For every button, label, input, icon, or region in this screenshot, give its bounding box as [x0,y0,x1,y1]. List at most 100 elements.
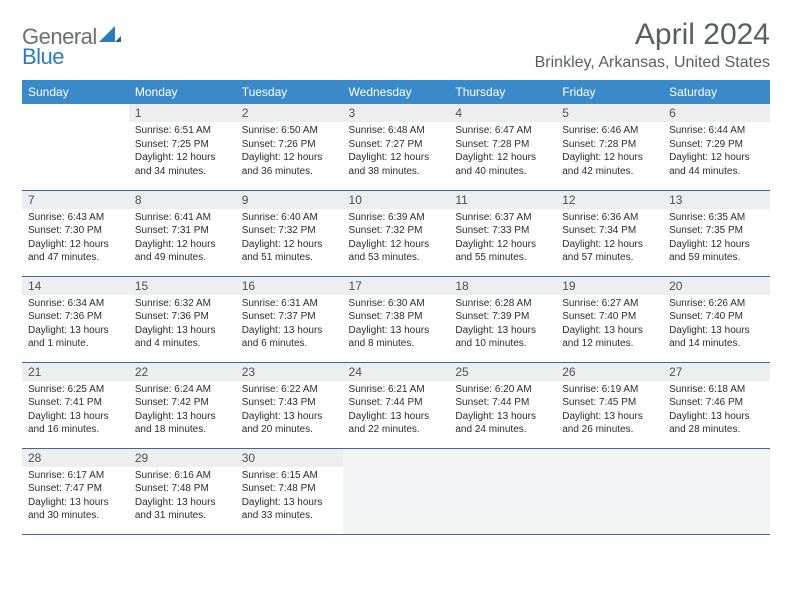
day-details: Sunrise: 6:22 AMSunset: 7:43 PMDaylight:… [236,381,343,441]
day-detail-line: Sunset: 7:32 PM [242,224,337,238]
day-detail-line: Sunset: 7:28 PM [455,138,550,152]
day-details: Sunrise: 6:47 AMSunset: 7:28 PMDaylight:… [449,122,556,182]
calendar-cell: 23Sunrise: 6:22 AMSunset: 7:43 PMDayligh… [236,362,343,448]
calendar-cell: 5Sunrise: 6:46 AMSunset: 7:28 PMDaylight… [556,104,663,190]
calendar-header-row: Sunday Monday Tuesday Wednesday Thursday… [22,80,770,104]
day-details: Sunrise: 6:28 AMSunset: 7:39 PMDaylight:… [449,295,556,355]
day-detail-line: Sunset: 7:33 PM [455,224,550,238]
sail-icon [99,26,121,49]
day-number: 24 [343,363,450,381]
day-detail-line: Daylight: 13 hours and 22 minutes. [349,410,444,437]
calendar-cell: 12Sunrise: 6:36 AMSunset: 7:34 PMDayligh… [556,190,663,276]
day-details: Sunrise: 6:40 AMSunset: 7:32 PMDaylight:… [236,209,343,269]
day-detail-line: Sunrise: 6:24 AM [135,383,230,397]
day-details: Sunrise: 6:48 AMSunset: 7:27 PMDaylight:… [343,122,450,182]
day-detail-line: Sunset: 7:28 PM [562,138,657,152]
day-details: Sunrise: 6:51 AMSunset: 7:25 PMDaylight:… [129,122,236,182]
calendar-cell [343,448,450,534]
day-detail-line: Sunset: 7:32 PM [349,224,444,238]
day-number: 29 [129,449,236,467]
day-header-sunday: Sunday [22,80,129,104]
day-number: 15 [129,277,236,295]
day-number: 30 [236,449,343,467]
day-detail-line: Sunrise: 6:47 AM [455,124,550,138]
day-header-wednesday: Wednesday [343,80,450,104]
calendar-table: Sunday Monday Tuesday Wednesday Thursday… [22,80,770,535]
calendar-cell: 29Sunrise: 6:16 AMSunset: 7:48 PMDayligh… [129,448,236,534]
calendar-cell: 21Sunrise: 6:25 AMSunset: 7:41 PMDayligh… [22,362,129,448]
day-detail-line: Sunrise: 6:48 AM [349,124,444,138]
day-number: 23 [236,363,343,381]
day-header-tuesday: Tuesday [236,80,343,104]
calendar-row: 28Sunrise: 6:17 AMSunset: 7:47 PMDayligh… [22,448,770,534]
day-number [556,449,663,467]
day-number: 27 [663,363,770,381]
day-detail-line: Sunrise: 6:46 AM [562,124,657,138]
day-detail-line: Sunrise: 6:32 AM [135,297,230,311]
day-number: 11 [449,191,556,209]
day-detail-line: Daylight: 13 hours and 4 minutes. [135,324,230,351]
day-detail-line: Daylight: 13 hours and 26 minutes. [562,410,657,437]
day-detail-line: Sunset: 7:48 PM [135,482,230,496]
day-detail-line: Sunrise: 6:27 AM [562,297,657,311]
calendar-cell: 19Sunrise: 6:27 AMSunset: 7:40 PMDayligh… [556,276,663,362]
calendar-cell: 15Sunrise: 6:32 AMSunset: 7:36 PMDayligh… [129,276,236,362]
day-detail-line: Sunrise: 6:39 AM [349,211,444,225]
day-number: 19 [556,277,663,295]
day-detail-line: Daylight: 12 hours and 49 minutes. [135,238,230,265]
day-detail-line: Sunrise: 6:43 AM [28,211,123,225]
day-number: 25 [449,363,556,381]
day-detail-line: Sunset: 7:36 PM [135,310,230,324]
day-detail-line: Sunset: 7:44 PM [349,396,444,410]
day-detail-line: Daylight: 13 hours and 10 minutes. [455,324,550,351]
calendar-cell: 3Sunrise: 6:48 AMSunset: 7:27 PMDaylight… [343,104,450,190]
day-details: Sunrise: 6:30 AMSunset: 7:38 PMDaylight:… [343,295,450,355]
day-detail-line: Sunset: 7:30 PM [28,224,123,238]
month-title: April 2024 [535,18,770,52]
day-number [343,449,450,467]
day-details: Sunrise: 6:17 AMSunset: 7:47 PMDaylight:… [22,467,129,527]
calendar-cell: 11Sunrise: 6:37 AMSunset: 7:33 PMDayligh… [449,190,556,276]
day-detail-line: Sunset: 7:48 PM [242,482,337,496]
day-number: 2 [236,104,343,122]
day-detail-line: Daylight: 12 hours and 53 minutes. [349,238,444,265]
calendar-cell: 18Sunrise: 6:28 AMSunset: 7:39 PMDayligh… [449,276,556,362]
day-detail-line: Daylight: 13 hours and 6 minutes. [242,324,337,351]
day-detail-line: Sunset: 7:37 PM [242,310,337,324]
day-detail-line: Sunrise: 6:19 AM [562,383,657,397]
day-detail-line: Sunset: 7:40 PM [669,310,764,324]
day-header-thursday: Thursday [449,80,556,104]
calendar-cell: 30Sunrise: 6:15 AMSunset: 7:48 PMDayligh… [236,448,343,534]
day-detail-line: Sunset: 7:43 PM [242,396,337,410]
day-details: Sunrise: 6:20 AMSunset: 7:44 PMDaylight:… [449,381,556,441]
day-detail-line: Sunrise: 6:16 AM [135,469,230,483]
calendar-cell: 9Sunrise: 6:40 AMSunset: 7:32 PMDaylight… [236,190,343,276]
day-number [449,449,556,467]
day-details: Sunrise: 6:32 AMSunset: 7:36 PMDaylight:… [129,295,236,355]
day-details: Sunrise: 6:41 AMSunset: 7:31 PMDaylight:… [129,209,236,269]
day-detail-line: Daylight: 12 hours and 44 minutes. [669,151,764,178]
day-detail-line: Daylight: 13 hours and 28 minutes. [669,410,764,437]
day-number: 16 [236,277,343,295]
logo-text-block: General Blue [22,24,121,70]
calendar-cell: 8Sunrise: 6:41 AMSunset: 7:31 PMDaylight… [129,190,236,276]
calendar-cell: 1Sunrise: 6:51 AMSunset: 7:25 PMDaylight… [129,104,236,190]
day-detail-line: Sunset: 7:42 PM [135,396,230,410]
day-detail-line: Daylight: 13 hours and 33 minutes. [242,496,337,523]
calendar-cell: 22Sunrise: 6:24 AMSunset: 7:42 PMDayligh… [129,362,236,448]
day-detail-line: Sunset: 7:38 PM [349,310,444,324]
day-detail-line: Sunrise: 6:50 AM [242,124,337,138]
day-detail-line: Sunrise: 6:30 AM [349,297,444,311]
calendar-cell: 26Sunrise: 6:19 AMSunset: 7:45 PMDayligh… [556,362,663,448]
day-detail-line: Sunset: 7:27 PM [349,138,444,152]
day-number: 12 [556,191,663,209]
calendar-row: 14Sunrise: 6:34 AMSunset: 7:36 PMDayligh… [22,276,770,362]
day-detail-line: Daylight: 13 hours and 1 minute. [28,324,123,351]
day-detail-line: Sunrise: 6:20 AM [455,383,550,397]
day-number: 21 [22,363,129,381]
day-detail-line: Sunset: 7:36 PM [28,310,123,324]
calendar-cell: 24Sunrise: 6:21 AMSunset: 7:44 PMDayligh… [343,362,450,448]
calendar-body: 1Sunrise: 6:51 AMSunset: 7:25 PMDaylight… [22,104,770,534]
day-detail-line: Daylight: 12 hours and 51 minutes. [242,238,337,265]
calendar-cell: 7Sunrise: 6:43 AMSunset: 7:30 PMDaylight… [22,190,129,276]
